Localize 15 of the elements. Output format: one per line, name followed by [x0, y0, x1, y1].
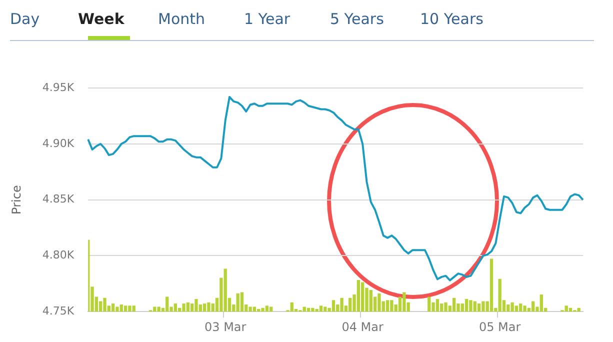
y-tick-label: 4.75K [42, 304, 75, 318]
text: Day [10, 10, 40, 28]
x-tick-label: 04 Mar [342, 320, 384, 334]
y-tick-label: 4.90K [42, 136, 75, 150]
text: Week [78, 10, 124, 28]
y-tick-label: 4.85K [42, 192, 75, 206]
text: 10 Years [420, 10, 484, 28]
y-axis-title: Price [9, 185, 24, 214]
y-tick-label: 4.95K [42, 80, 75, 94]
text: Month [158, 10, 206, 28]
text: 5 Years [330, 10, 384, 28]
text: 1 Year [244, 10, 290, 28]
x-tick-label: 03 Mar [204, 320, 246, 334]
y-tick-label: 4.80K [42, 248, 75, 262]
x-tick-label: 05 Mar [478, 320, 521, 334]
